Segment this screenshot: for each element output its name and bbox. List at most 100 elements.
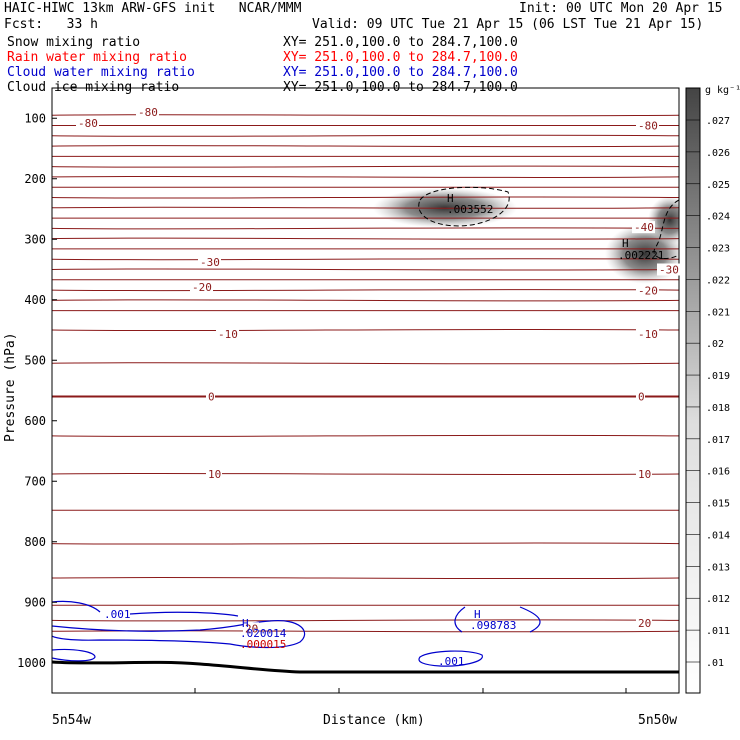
isotherm-label-bg xyxy=(76,117,99,130)
colorbar: g kg⁻¹ .01.011.012.013.014.015.016.017.0… xyxy=(685,85,740,694)
temperature-isotherms xyxy=(52,114,679,633)
y-tick-label-700: 700 xyxy=(24,474,46,488)
colorbar-label: .018 xyxy=(706,403,730,414)
maxima-labels: H .003552 H .002221 H .020014 .000015 H … xyxy=(104,192,664,668)
snow-max-blob-3 xyxy=(648,196,679,244)
isotherm-label: 0 xyxy=(208,391,215,404)
colorbar-label: .024 xyxy=(706,212,730,223)
isotherm-line xyxy=(52,165,679,168)
colorbar-label: .01 xyxy=(706,658,724,669)
y-tick-label-1000: 1000 xyxy=(17,656,46,670)
isotherm-label-bg xyxy=(216,328,239,341)
isotherm-label: -20 xyxy=(638,285,658,298)
isotherm-label-bg xyxy=(636,390,645,403)
snow-max-symbol-2: H xyxy=(622,237,629,250)
cloud-water-max-value-1: .020014 xyxy=(240,627,287,640)
rain-max-value-1: .000015 xyxy=(240,638,286,651)
cloud-water-contours xyxy=(52,600,541,667)
cloud-water-label-1: .001 xyxy=(104,608,131,621)
isotherm-label: -80 xyxy=(138,106,158,119)
field-label-cloud-water: Cloud water mixing ratio xyxy=(7,65,195,80)
cloud-water-contour-1 xyxy=(52,600,239,617)
colorbar-label: .013 xyxy=(706,562,730,573)
isotherm-label: -80 xyxy=(638,120,658,133)
colorbar-label: .014 xyxy=(706,530,730,541)
isotherm-label: 20 xyxy=(245,622,258,635)
cloud-water-contour-4 xyxy=(454,606,541,633)
isotherm-line xyxy=(52,542,679,545)
isotherm-label: -30 xyxy=(659,264,679,277)
forecast-hour: Fcst: 33 h xyxy=(4,17,98,32)
y-axis: 100 200 300 400 500 600 700 800 900 1000 xyxy=(17,111,57,670)
plot-frame xyxy=(51,87,680,694)
isotherm-label-bg xyxy=(636,119,659,132)
isotherm-line xyxy=(52,145,679,148)
isotherm-line xyxy=(52,114,679,117)
y-tick-label-200: 200 xyxy=(24,172,46,186)
y-tick-label-500: 500 xyxy=(24,353,46,367)
isotherm-label: 10 xyxy=(208,468,221,481)
isotherm-label-bg xyxy=(206,467,222,480)
isotherm-line xyxy=(52,258,679,261)
isotherm-label: -40 xyxy=(634,221,654,234)
isotherm-line xyxy=(52,619,679,622)
isotherm-label: -20 xyxy=(192,281,212,294)
y-axis-label: Pressure (hPa) xyxy=(3,332,18,442)
isotherm-label-bg xyxy=(206,390,215,403)
isotherm-line xyxy=(52,288,679,292)
isotherm-line xyxy=(52,328,679,332)
isotherm-label-bg xyxy=(198,256,221,269)
isotherm-label: 0 xyxy=(638,391,645,404)
isotherm-line xyxy=(52,237,679,240)
isotherm-line xyxy=(52,472,679,476)
ice-contour-2 xyxy=(653,199,679,259)
field-label-snow: Snow mixing ratio xyxy=(7,35,141,50)
field-label-rain: Rain water mixing ratio xyxy=(7,50,188,65)
field-xy-snow: XY= 251.0,100.0 to 284.7,100.0 xyxy=(283,35,518,50)
isotherm-label: -10 xyxy=(218,328,238,341)
snow-max-value-1: .003552 xyxy=(447,203,493,216)
snow-max-symbol-1: H xyxy=(447,192,454,205)
isotherm-label: -30 xyxy=(200,256,220,269)
y-tick-label-800: 800 xyxy=(24,535,46,549)
cloud-water-label-2: .001 xyxy=(438,655,465,668)
field-xy-cloud-water: XY= 251.0,100.0 to 284.7,100.0 xyxy=(283,65,518,80)
isotherm-label-bg xyxy=(243,622,259,635)
isotherm-label-bg xyxy=(636,616,652,629)
isotherm-label-bg xyxy=(632,221,655,234)
y-tick-label-100: 100 xyxy=(24,111,46,125)
isotherm-line xyxy=(52,196,679,199)
colorbar-label: .02 xyxy=(706,339,724,350)
isotherm-label: -10 xyxy=(638,328,658,341)
ice-contours xyxy=(418,186,679,259)
isotherm-label: -80 xyxy=(78,117,98,130)
isotherm-line xyxy=(52,175,679,179)
isotherm-line xyxy=(52,434,679,437)
plot-title: HAIC-HIWC 13km ARW-GFS init NCAR/MMM xyxy=(4,1,302,16)
colorbar-unit: g kg⁻¹ xyxy=(705,85,740,96)
isotherm-label-bg xyxy=(636,467,652,480)
init-time: Init: 00 UTC Mon 20 Apr 15 xyxy=(519,1,723,16)
colorbar-label: .019 xyxy=(706,371,730,382)
colorbar-label: .012 xyxy=(706,594,730,605)
isotherm-line xyxy=(52,299,679,302)
ice-contour-1 xyxy=(418,186,510,227)
colorbar-ramp xyxy=(685,87,701,694)
x-tick-label-left: 5n54w xyxy=(52,713,91,728)
y-tick-label-900: 900 xyxy=(24,595,46,609)
y-tick-label-600: 600 xyxy=(24,414,46,428)
cloud-water-max-value-2: .098783 xyxy=(470,619,516,632)
colorbar-label: .016 xyxy=(706,467,730,478)
cloud-water-max-symbol-2: H xyxy=(474,608,481,621)
y-tick-label-400: 400 xyxy=(24,293,46,307)
isotherm-label-bg xyxy=(190,281,213,294)
terrain-line xyxy=(51,660,679,674)
colorbar-label: .011 xyxy=(706,626,730,637)
isotherm-line xyxy=(52,134,679,137)
colorbar-label: .015 xyxy=(706,499,730,510)
snow-max-value-2: .002221 xyxy=(618,249,664,262)
valid-time: Valid: 09 UTC Tue 21 Apr 15 (06 LST Tue … xyxy=(312,17,704,32)
isotherm-label-bg xyxy=(136,106,159,119)
